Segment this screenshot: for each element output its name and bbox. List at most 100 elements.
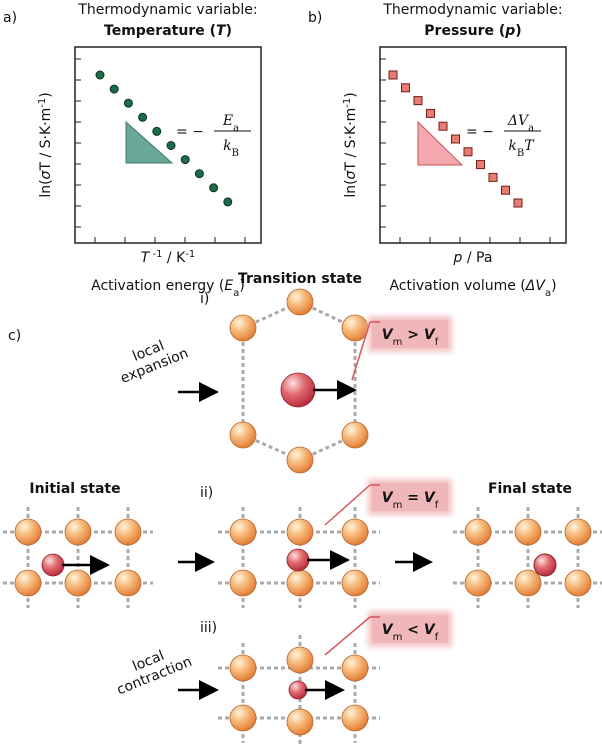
plot-frame <box>379 46 567 244</box>
text-part: E <box>224 278 233 294</box>
text-part: ΔV <box>525 278 547 294</box>
atom <box>341 654 369 682</box>
condition-box <box>372 483 448 511</box>
condition-box <box>372 320 448 348</box>
panel-heading: Thermodynamic variable: <box>77 2 257 18</box>
slope-triangle <box>125 120 174 164</box>
data-point <box>451 134 460 144</box>
section-title: Final state <box>488 481 572 497</box>
text-part: ) <box>239 278 244 294</box>
text-part: Activation energy ( <box>91 278 224 294</box>
condition-text: Vm > Vf <box>382 327 439 348</box>
atom <box>464 518 492 546</box>
panel-variable: Temperature (T) <box>104 23 232 39</box>
text-part: V <box>382 327 394 343</box>
equation: = − <box>176 124 204 140</box>
mobile-ion <box>533 553 557 577</box>
text-part: = <box>402 490 423 506</box>
atom <box>514 569 542 597</box>
text-part: V <box>424 622 436 638</box>
text-part: m <box>393 632 403 643</box>
text-part: k <box>508 138 516 154</box>
text-part: a <box>233 123 239 134</box>
atom <box>564 569 592 597</box>
text-part: B <box>517 148 524 159</box>
data-point <box>209 183 219 193</box>
pointer-line <box>324 616 371 656</box>
atom <box>464 569 492 597</box>
mobile-ion <box>288 680 308 700</box>
atom <box>229 704 257 732</box>
text-part: f <box>435 337 439 348</box>
data-point <box>401 83 410 93</box>
equation: ΔVa <box>507 113 534 134</box>
atom <box>514 518 542 546</box>
slope-triangle <box>417 120 464 166</box>
mobile-ion <box>41 553 65 577</box>
text-part: ) <box>343 92 359 97</box>
y-axis-label: ln(σT / S·K·m-1) <box>342 92 360 197</box>
text-part: a <box>545 288 551 299</box>
section-title: Initial state <box>29 481 120 497</box>
data-point <box>95 70 105 80</box>
text-part: k <box>223 138 231 154</box>
atom <box>64 569 92 597</box>
text-part: m <box>393 500 403 511</box>
panel-label: a) <box>3 10 17 26</box>
data-point <box>488 172 498 182</box>
text-part: p <box>504 23 515 39</box>
atom <box>114 569 142 597</box>
text-part: V <box>382 622 394 638</box>
mobile-ion <box>280 372 316 408</box>
atom <box>229 314 257 342</box>
data-point <box>223 197 233 207</box>
text-part: Temperature ( <box>104 23 216 39</box>
atom <box>14 569 42 597</box>
text-part: a <box>528 123 534 134</box>
atom <box>229 654 257 682</box>
text-part: f <box>435 632 439 643</box>
text-part: V <box>424 327 436 343</box>
panel-label: c) <box>8 328 21 344</box>
data-point <box>513 198 523 208</box>
text-part: / K <box>162 250 186 266</box>
data-point <box>123 98 133 108</box>
panel-caption: Activation energy (Ea) <box>91 278 245 299</box>
text-part: V <box>424 490 436 506</box>
atom <box>286 518 314 546</box>
text-part: ΔV <box>507 113 530 129</box>
text-part: σ <box>38 169 54 179</box>
atom <box>286 446 314 474</box>
equation: = − <box>466 124 494 140</box>
plot-frame <box>74 46 262 244</box>
text-part: f <box>435 500 439 511</box>
text-part: B <box>232 148 239 159</box>
case-label: ii) <box>200 485 213 501</box>
text-part: -1 <box>185 249 195 260</box>
atom <box>564 518 592 546</box>
data-point <box>501 185 510 195</box>
text-part: σ <box>343 169 359 179</box>
text-part: E <box>222 113 233 129</box>
data-point <box>166 141 176 150</box>
text-part: T / S·K·m <box>343 108 359 172</box>
atom <box>14 518 42 546</box>
text-part: ) <box>38 92 54 97</box>
equation: kBT <box>508 138 535 159</box>
case-label: iii) <box>200 620 217 636</box>
text-part: -1 <box>37 98 48 108</box>
atom <box>286 288 314 316</box>
condition-text: Vm = Vf <box>382 490 439 511</box>
data-point <box>476 160 485 170</box>
equation: kB <box>223 138 239 159</box>
text-part: ln( <box>38 179 54 197</box>
text-part: p <box>453 250 463 266</box>
text-part: m <box>393 337 403 348</box>
data-point <box>438 121 448 131</box>
text-part: -1 <box>149 249 162 260</box>
text-part: V <box>382 490 394 506</box>
text-part: ) <box>551 278 556 294</box>
data-point <box>413 96 423 106</box>
